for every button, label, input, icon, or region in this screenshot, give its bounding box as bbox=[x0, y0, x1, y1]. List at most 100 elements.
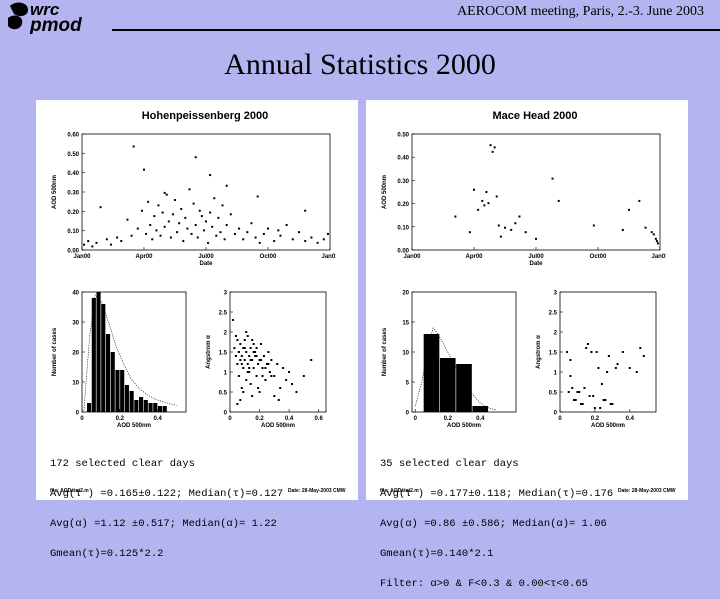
data-point bbox=[186, 227, 189, 230]
data-point bbox=[198, 209, 201, 212]
data-point bbox=[481, 199, 484, 202]
y-tick-label: 0.40 bbox=[67, 171, 79, 177]
data-point bbox=[217, 216, 220, 219]
histogram-bar bbox=[162, 406, 167, 412]
data-point bbox=[604, 399, 607, 401]
x-tick-label: 0 bbox=[228, 416, 232, 422]
data-point bbox=[609, 403, 612, 405]
data-point bbox=[136, 227, 139, 230]
x-axis-label: Date bbox=[199, 261, 213, 267]
data-point bbox=[257, 387, 260, 389]
x-tick-label: 0.4 bbox=[626, 416, 635, 422]
data-point bbox=[245, 331, 248, 333]
data-point bbox=[654, 237, 657, 240]
hohenpeissenberg-time-series-chart: 0.00 0.10 0.20 0.30 0.40 0.50 0.60 Jan00 Apr00 Ju… bbox=[52, 133, 336, 268]
data-point bbox=[621, 351, 624, 353]
right-file-note: file: AODstat2.m bbox=[380, 488, 419, 494]
data-point bbox=[120, 240, 123, 243]
histogram-bar bbox=[129, 391, 134, 412]
y-tick-label: 0.5 bbox=[549, 391, 558, 397]
left-stats-avg-tau: Avg(τ ) =0.165±0.122; Median(τ)=0.127 bbox=[50, 488, 284, 500]
data-point bbox=[644, 226, 647, 229]
data-point bbox=[497, 224, 500, 227]
data-point bbox=[159, 234, 162, 237]
data-point bbox=[237, 351, 240, 353]
data-point bbox=[514, 222, 517, 225]
data-point bbox=[260, 359, 263, 361]
data-point bbox=[322, 238, 325, 241]
data-point bbox=[246, 363, 249, 365]
data-point bbox=[487, 202, 490, 205]
data-point bbox=[180, 207, 183, 210]
x-tick-label: 0.4 bbox=[153, 416, 162, 422]
histogram-bar bbox=[456, 364, 472, 412]
data-point bbox=[493, 146, 496, 149]
y-tick-label: 20 bbox=[72, 351, 79, 357]
hohenpeissenberg-angstrom-scatter-chart: 0 0.5 1 1.5 2 2.5 3 0 0.2 0.4 0.6 AOD 500nm Angstrom… bbox=[206, 291, 327, 429]
data-point bbox=[265, 363, 268, 365]
y-tick-label: 0.5 bbox=[219, 391, 228, 397]
data-point bbox=[595, 351, 598, 353]
data-point bbox=[483, 204, 486, 207]
data-point bbox=[130, 234, 133, 237]
y-tick-label: 40 bbox=[72, 291, 79, 297]
data-point bbox=[231, 319, 234, 321]
data-point bbox=[132, 145, 135, 148]
y-tick-label: 0 bbox=[554, 411, 558, 417]
left-stats-count: 172 selected clear days bbox=[50, 458, 195, 470]
data-point bbox=[304, 209, 307, 212]
histogram-bar bbox=[115, 370, 120, 412]
y-tick-label: 0 bbox=[224, 411, 228, 417]
data-point bbox=[579, 403, 582, 405]
data-point bbox=[246, 335, 249, 337]
data-point bbox=[258, 391, 261, 393]
data-point bbox=[240, 363, 243, 365]
y-tick-label: 30 bbox=[72, 321, 79, 327]
y-tick-label: 0 bbox=[76, 411, 80, 417]
data-point bbox=[628, 208, 630, 211]
data-point bbox=[255, 375, 258, 377]
data-point bbox=[143, 168, 145, 171]
x-axis-label: AOD 500nm bbox=[591, 423, 625, 429]
data-point bbox=[652, 233, 655, 236]
y-tick-label: 0.50 bbox=[67, 152, 79, 158]
data-point bbox=[252, 367, 255, 369]
data-point bbox=[607, 355, 610, 357]
meeting-caption: AEROCOM meeting, Paris, 2.-3. June 2003 bbox=[457, 4, 704, 19]
data-point bbox=[223, 238, 226, 241]
data-point bbox=[260, 343, 263, 345]
data-point bbox=[182, 240, 185, 243]
data-point bbox=[586, 343, 589, 345]
wrc-pmod-logo: wrc pmod bbox=[8, 0, 82, 34]
y-tick-label: 1.5 bbox=[549, 351, 558, 357]
x-tick-label: 0.4 bbox=[285, 416, 294, 422]
data-point bbox=[251, 395, 254, 397]
x-axis-label: Date bbox=[529, 261, 543, 267]
right-stats-filter: Filter: α>0 & F<0.3 & 0.00<τ<0.65 bbox=[380, 578, 588, 590]
histogram-bar bbox=[105, 334, 111, 412]
data-point bbox=[491, 150, 494, 153]
y-tick-label: 3 bbox=[224, 291, 228, 297]
data-point bbox=[233, 347, 236, 349]
data-point bbox=[583, 387, 586, 389]
data-point bbox=[655, 240, 658, 243]
x-axis-label: AOD 500nm bbox=[117, 423, 151, 429]
data-point bbox=[153, 215, 156, 218]
logo-bottom-text: pmod bbox=[29, 15, 82, 34]
data-point bbox=[597, 367, 600, 369]
data-point bbox=[576, 391, 579, 393]
data-point bbox=[163, 225, 166, 228]
data-point bbox=[184, 216, 187, 219]
data-point bbox=[246, 231, 249, 234]
data-point bbox=[285, 224, 288, 227]
data-point bbox=[273, 375, 276, 377]
y-tick-label: 5 bbox=[406, 381, 410, 387]
data-point bbox=[267, 351, 270, 353]
y-tick-label: 1 bbox=[224, 371, 228, 377]
histogram-bar bbox=[157, 406, 163, 412]
data-point bbox=[569, 375, 572, 377]
data-point bbox=[310, 359, 313, 361]
data-point bbox=[310, 236, 313, 239]
data-point bbox=[499, 235, 502, 238]
